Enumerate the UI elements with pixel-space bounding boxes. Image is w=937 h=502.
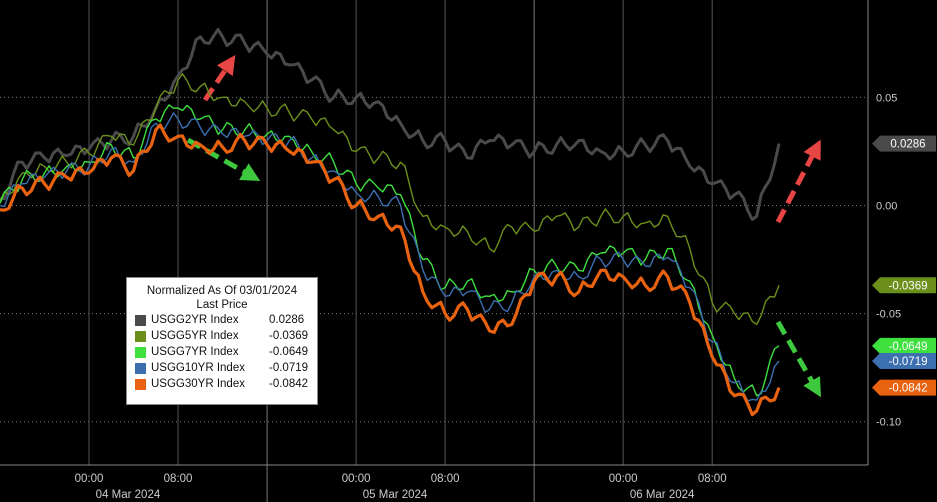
legend-series-value: -0.0842 xyxy=(269,378,309,390)
y-tick-label: 0.05 xyxy=(876,92,897,104)
legend-swatch xyxy=(135,314,146,326)
badge-value: -0.0842 xyxy=(888,383,927,395)
date-label: 04 Mar 2024 xyxy=(96,489,161,501)
x-tick-label: 08:00 xyxy=(698,473,727,485)
legend-series-value: 0.0286 xyxy=(269,314,305,326)
trend-arrow-head xyxy=(239,163,261,181)
legend-swatch xyxy=(135,362,146,374)
legend-entry: USGG7YR Index -0.0649 xyxy=(135,344,317,360)
legend-entry: USGG10YR Index -0.0719 xyxy=(135,360,317,376)
legend-series-name: USGG2YR Index xyxy=(151,314,239,326)
x-tick-label: 08:00 xyxy=(164,473,193,485)
legend-series-name: USGG10YR Index xyxy=(151,362,245,374)
trend-arrow-shaft xyxy=(775,320,821,394)
legend-swatch xyxy=(135,346,146,358)
y-tick-label: -0.10 xyxy=(876,417,901,429)
series-line xyxy=(0,123,781,417)
date-label: 06 Mar 2024 xyxy=(630,489,695,501)
legend-title: Normalized As Of 03/01/2024 xyxy=(146,285,298,297)
chart-legend: Normalized As Of 03/01/2024 Last Price U… xyxy=(126,277,318,405)
legend-entry: USGG5YR Index -0.0369 xyxy=(135,328,317,344)
last-value-badge: -0.0842 xyxy=(872,379,936,396)
series-line xyxy=(0,73,780,326)
badge-value: -0.0369 xyxy=(888,280,927,292)
badge-shape xyxy=(872,277,936,294)
badge-shape xyxy=(872,379,936,396)
y-tick-label: -0.05 xyxy=(876,309,901,321)
series-line xyxy=(0,28,781,221)
legend-series-name: USGG7YR Index xyxy=(151,346,239,358)
trend-arrow-head xyxy=(803,376,821,398)
badge-value: 0.0286 xyxy=(890,139,925,151)
x-tick-label: 00:00 xyxy=(342,473,371,485)
series-lines xyxy=(0,28,781,417)
last-value-badge: -0.0719 xyxy=(872,352,936,369)
legend-swatch xyxy=(135,330,146,342)
badge-shape xyxy=(872,337,936,354)
legend-swatch xyxy=(135,378,146,390)
legend-series-value: -0.0719 xyxy=(269,362,309,374)
y-tick-label: 0.00 xyxy=(876,200,897,212)
legend-series-value: -0.0369 xyxy=(269,330,309,342)
legend-entry: USGG30YR Index -0.0842 xyxy=(135,376,317,392)
trend-arrow-head xyxy=(803,139,821,161)
last-value-badge: -0.0649 xyxy=(872,337,936,354)
legend-series-name: USGG5YR Index xyxy=(151,330,239,342)
grid xyxy=(0,0,869,502)
legend-entry: USGG2YR Index 0.0286 xyxy=(135,312,317,328)
date-label: 05 Mar 2024 xyxy=(363,489,428,501)
trend-arrow-shaft xyxy=(186,137,257,181)
trend-arrow-shaft xyxy=(775,143,821,224)
last-value-badge: 0.0286 xyxy=(872,135,936,152)
legend-subtitle: Last Price xyxy=(196,299,248,311)
badge-value: -0.0719 xyxy=(888,356,927,368)
badge-value: -0.0649 xyxy=(888,341,927,353)
last-value-badge: -0.0369 xyxy=(872,277,936,294)
x-tick-label: 08:00 xyxy=(431,473,460,485)
x-tick-label: 00:00 xyxy=(609,473,638,485)
y-axis: 0.05 0.00 -0.05 -0.10 0.0286 -0.0369 -0.0649 -0… xyxy=(872,92,936,429)
legend-series-value: -0.0649 xyxy=(269,346,309,358)
annotation-arrows xyxy=(186,55,821,398)
badge-shape xyxy=(872,352,936,369)
series-line xyxy=(0,112,780,402)
legend-rows: USGG2YR Index 0.0286 USGG5YR Index -0.0369 U… xyxy=(127,312,317,392)
legend-series-name: USGG30YR Index xyxy=(151,378,245,390)
x-tick-label: 00:00 xyxy=(75,473,104,485)
series-line xyxy=(0,104,780,397)
badge-shape xyxy=(872,135,936,152)
trend-arrow-head xyxy=(216,55,236,76)
